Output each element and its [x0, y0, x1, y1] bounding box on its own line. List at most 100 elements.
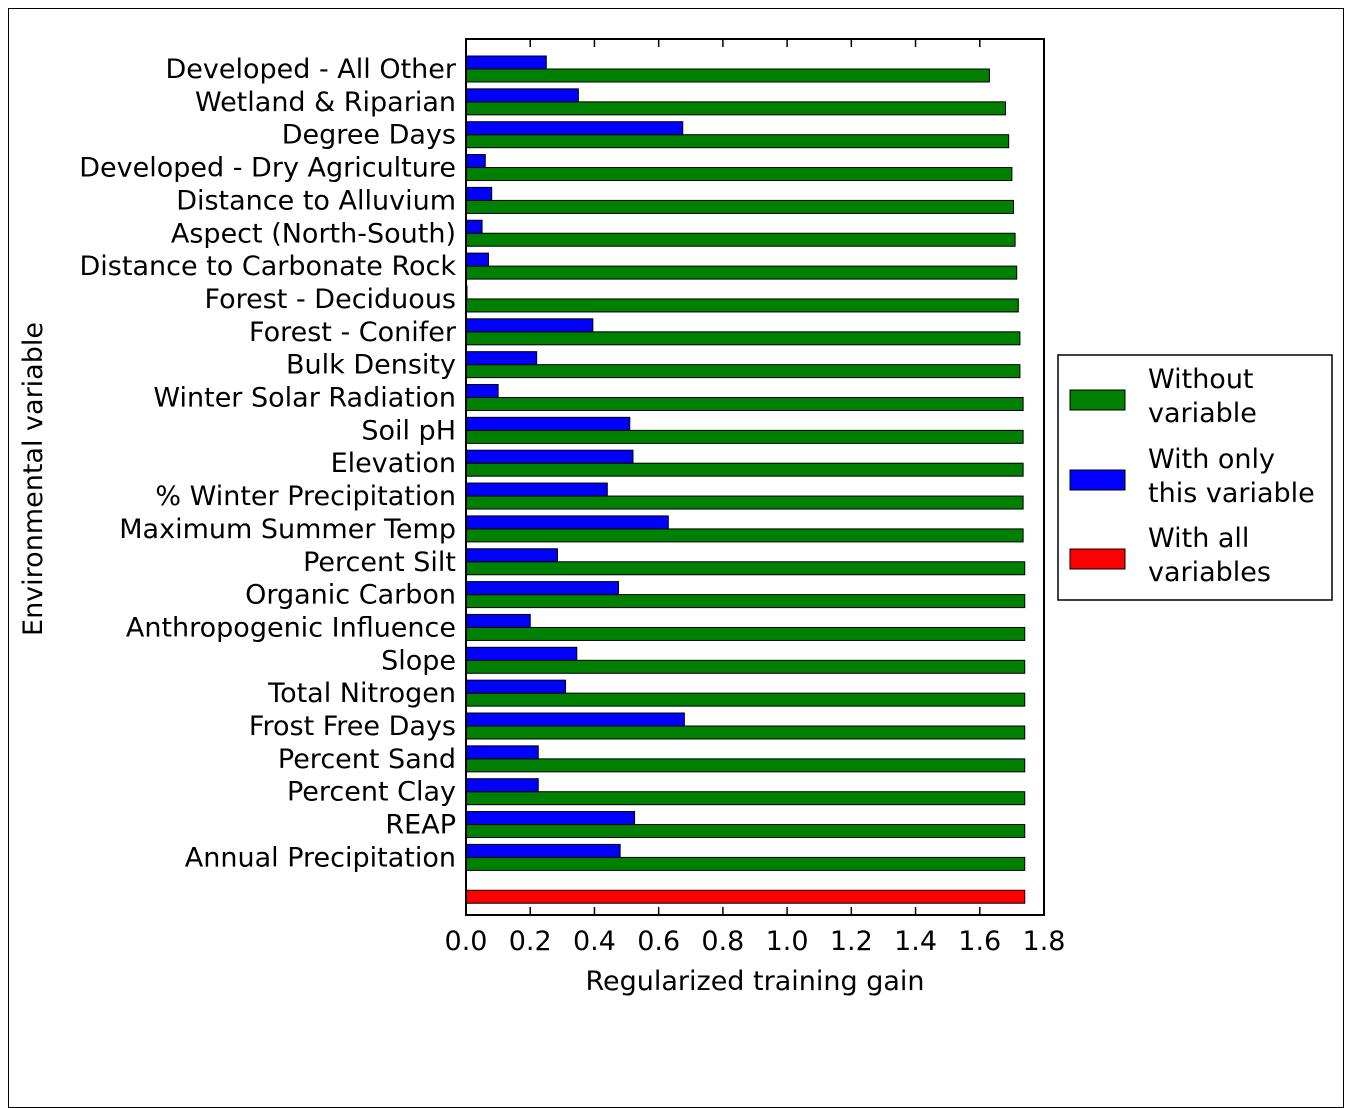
- x-tick-label: 1.6: [958, 926, 1001, 957]
- category-label: Maximum Summer Temp: [119, 514, 456, 545]
- bar-with-only-variable: [465, 679, 567, 694]
- x-tick-label: 1.4: [894, 926, 937, 957]
- category-label: Soil pH: [361, 415, 456, 446]
- bar-with-only-variable: [465, 186, 493, 201]
- legend-swatch: [1069, 469, 1126, 491]
- category-label: Degree Days: [282, 120, 456, 151]
- bar-without-variable: [465, 856, 1026, 871]
- bar-with-only-variable: [465, 416, 631, 431]
- category-label: Frost Free Days: [249, 711, 456, 742]
- bar-with-only-variable: [465, 449, 634, 464]
- category-label: Forest - Deciduous: [205, 284, 456, 315]
- x-tick-label: 1.8: [1023, 926, 1066, 957]
- category-label: Anthropogenic Influence: [126, 612, 456, 643]
- bar-with-only-variable: [465, 811, 636, 826]
- bar-with-only-variable: [465, 121, 684, 136]
- bar-with-only-variable: [465, 548, 559, 563]
- bar-without-variable: [465, 134, 1010, 149]
- bar-with-only-variable: [465, 778, 539, 793]
- legend-swatch: [1069, 389, 1126, 411]
- bar-with-only-variable: [465, 482, 608, 497]
- bar-without-variable: [465, 791, 1026, 806]
- legend-label: Without: [1148, 364, 1254, 395]
- bars-layer: [465, 55, 1026, 904]
- bar-without-variable: [465, 594, 1026, 609]
- bar-without-variable: [465, 167, 1013, 182]
- bar-with-only-variable: [465, 843, 621, 858]
- bar-with-only-variable: [465, 154, 486, 169]
- bar-with-only-variable: [465, 252, 489, 267]
- bar-without-variable: [465, 462, 1024, 477]
- category-label: Total Nitrogen: [267, 678, 456, 709]
- bar-without-variable: [465, 397, 1024, 411]
- category-label: Winter Solar Radiation: [153, 383, 456, 414]
- bar-without-variable: [465, 692, 1026, 707]
- bar-without-variable: [465, 298, 1019, 313]
- bar-with-only-variable: [465, 384, 499, 398]
- category-label: Distance to Carbonate Rock: [80, 251, 457, 282]
- legend-label: With all: [1148, 523, 1249, 554]
- bar-with-only-variable: [465, 515, 669, 530]
- bar-without-variable: [465, 265, 1018, 280]
- bar-with-only-variable: [465, 88, 579, 103]
- bar-without-variable: [465, 824, 1026, 839]
- category-label: Distance to Alluvium: [176, 185, 456, 216]
- bar-without-variable: [465, 626, 1026, 641]
- bar-with-only-variable: [465, 646, 578, 661]
- bar-without-variable: [465, 495, 1024, 510]
- x-axis-label: Regularized training gain: [585, 966, 924, 997]
- bar-without-variable: [465, 68, 990, 83]
- legend-label: this variable: [1148, 478, 1315, 509]
- bar-without-variable: [465, 101, 1006, 116]
- bar-with-only-variable: [465, 613, 531, 628]
- bar-with-only-variable: [465, 351, 538, 366]
- category-label: Elevation: [331, 448, 456, 479]
- bar-without-variable: [465, 364, 1021, 379]
- x-tick-label: 0.6: [637, 926, 680, 957]
- bar-without-variable: [465, 725, 1026, 740]
- plot-area-border: [465, 38, 1045, 916]
- bar-with-only-variable: [465, 219, 483, 234]
- x-tick-label: 1.2: [830, 926, 873, 957]
- x-tick-label: 1.0: [766, 926, 809, 957]
- bar-without-variable: [465, 528, 1024, 543]
- legend-label: With only: [1148, 444, 1275, 475]
- category-label: Forest - Conifer: [249, 317, 457, 348]
- category-label: REAP: [385, 810, 456, 841]
- bar-without-variable: [465, 199, 1014, 214]
- x-ticks: 0.0 0.2 0.4 0.6 0.8 1.0 1.2 1.4 1.6 1.8: [445, 39, 1066, 957]
- category-label: Annual Precipitation: [185, 842, 456, 873]
- category-label: Percent Silt: [303, 547, 456, 578]
- x-tick-label: 0.4: [573, 926, 616, 957]
- legend-swatch: [1069, 548, 1126, 570]
- bar-without-variable: [465, 561, 1026, 576]
- bar-without-variable: [465, 232, 1016, 247]
- category-label: Slope: [381, 645, 456, 676]
- bar-without-variable: [465, 659, 1026, 674]
- category-label: Aspect (North-South): [171, 218, 456, 249]
- category-label: Organic Carbon: [245, 580, 456, 611]
- x-tick-label: 0.0: [445, 926, 488, 957]
- bar-with-only-variable: [465, 581, 620, 596]
- x-tick-label: 0.8: [701, 926, 744, 957]
- bar-with-only-variable: [465, 55, 547, 70]
- x-tick-label: 0.2: [509, 926, 552, 957]
- bar-with-only-variable: [465, 712, 685, 727]
- category-label: Developed - All Other: [165, 54, 456, 85]
- legend-label: variable: [1148, 398, 1257, 429]
- bar-without-variable: [465, 758, 1026, 773]
- category-label: Percent Clay: [287, 777, 456, 808]
- bar-with-only-variable: [465, 745, 539, 760]
- category-label: Bulk Density: [286, 350, 456, 381]
- bar-without-variable: [465, 331, 1021, 346]
- category-label: Wetland & Riparian: [195, 87, 456, 118]
- legend-label: variables: [1148, 557, 1271, 588]
- bar-with-all-variables: [465, 889, 1026, 904]
- bar-without-variable: [465, 429, 1024, 444]
- category-label: Developed - Dry Agriculture: [79, 153, 456, 184]
- category-label: Percent Sand: [278, 744, 456, 775]
- y-axis-label: Environmental variable: [18, 322, 49, 636]
